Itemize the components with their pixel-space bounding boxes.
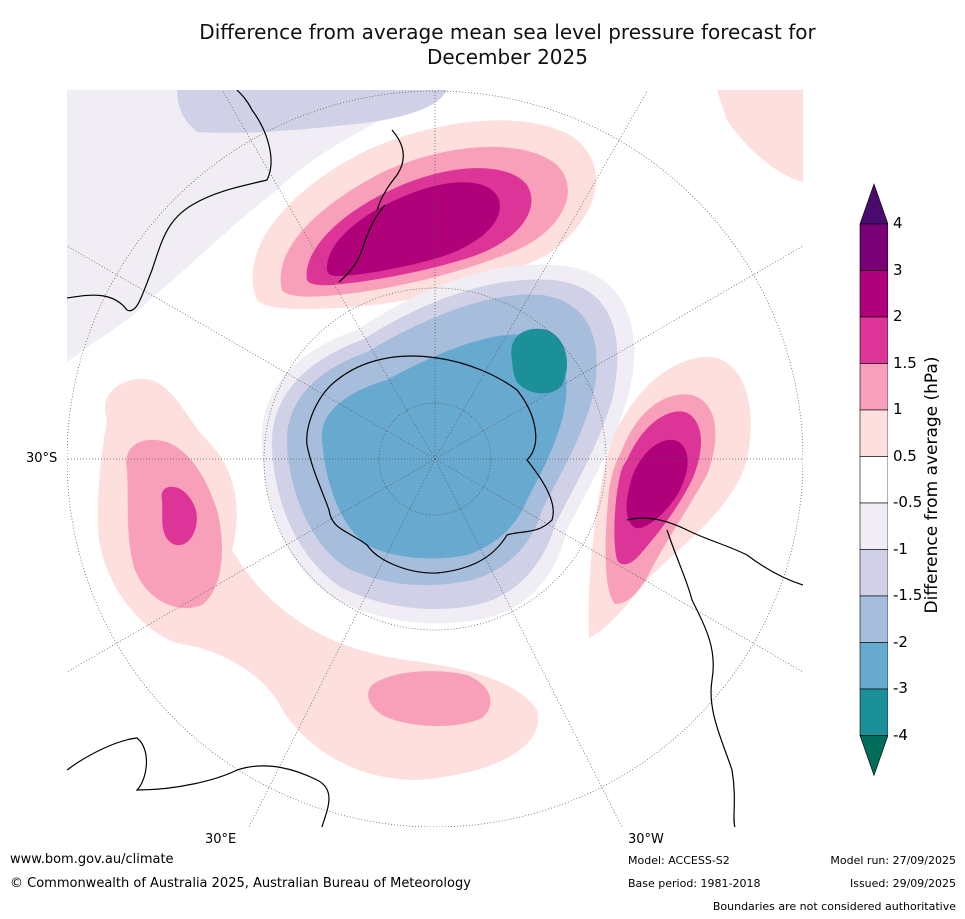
africa-coast	[67, 737, 330, 827]
footer-model-run: Model run: 27/09/2025	[830, 854, 956, 867]
colorbar-bin	[859, 270, 888, 318]
colorbar-extend-max	[859, 183, 888, 225]
antarctica-coast	[306, 355, 554, 574]
footer-base-period: Base period: 1981-2018	[628, 877, 761, 890]
coastlines	[67, 90, 803, 827]
latitude-label-30s: 30°S	[26, 451, 58, 466]
colorbar-tick-label: 1.5	[893, 353, 917, 372]
anomaly-antarctic-negative	[261, 264, 635, 624]
pressure-anomaly-map	[67, 90, 803, 827]
footer-website[interactable]: www.bom.gov.au/climate	[10, 852, 174, 867]
chart-title: Difference from average mean sea level p…	[120, 20, 895, 70]
colorbar-bin	[859, 595, 888, 643]
colorbar-bin	[859, 316, 888, 364]
colorbar-title: Difference from average (hPa)	[922, 356, 942, 614]
colorbar-tick-label: 3	[893, 260, 903, 279]
south-america-coast	[626, 517, 803, 827]
colorbar-tick-label: -3	[893, 679, 908, 697]
anomaly-indian-ocean-positive	[97, 379, 539, 780]
anomaly-new-zealand-positive	[252, 120, 597, 310]
colorbar-bin	[859, 456, 888, 504]
colorbar-tick-label: -1	[893, 539, 908, 558]
colorbar-bin	[859, 502, 888, 550]
colorbar-tick-label: -2	[893, 632, 908, 651]
footer-issued: Issued: 29/09/2025	[849, 877, 956, 890]
anomaly-pacific-positive	[717, 90, 803, 182]
colorbar-tick-label: 2	[893, 307, 903, 325]
colorbar-tick-label: 0.5	[893, 446, 917, 465]
colorbar-bins	[859, 183, 888, 777]
longitude-label-30e: 30°E	[205, 832, 237, 847]
longitude-label-30w: 30°W	[628, 832, 664, 847]
colorbar: 4 3 2 1.5 1 0.5 -0.5 -1 -1.5 -2 -3 -4	[848, 180, 958, 790]
colorbar-bin	[859, 409, 888, 457]
colorbar-bin	[859, 363, 888, 411]
colorbar-tick-label: -0.5	[893, 493, 923, 511]
footer-copyright: © Commonwealth of Australia 2025, Austra…	[10, 876, 471, 891]
title-line-1: Difference from average mean sea level p…	[199, 20, 816, 44]
colorbar-bin	[859, 223, 888, 271]
meridian-lines	[67, 90, 803, 827]
colorbar-bin	[859, 549, 888, 597]
map-canvas	[67, 90, 803, 827]
australia-coast	[67, 90, 272, 312]
colorbar-tick-label: -4	[893, 725, 908, 744]
anomaly-australia-negative	[67, 90, 447, 362]
colorbar-tick-label: -1.5	[893, 586, 923, 604]
colorbar-bin	[859, 688, 888, 736]
title-line-2: December 2025	[427, 45, 588, 69]
colorbar-tick-label: 1	[893, 400, 903, 418]
colorbar-extend-min	[859, 735, 888, 777]
new-zealand-coast	[338, 129, 404, 283]
footer-model: Model: ACCESS-S2	[628, 854, 730, 867]
anomaly-south-america-positive	[588, 357, 751, 638]
footer-disclaimer: Boundaries are not considered authoritat…	[712, 900, 956, 913]
colorbar-bin	[859, 642, 888, 690]
colorbar-tick-label: 4	[893, 214, 903, 232]
